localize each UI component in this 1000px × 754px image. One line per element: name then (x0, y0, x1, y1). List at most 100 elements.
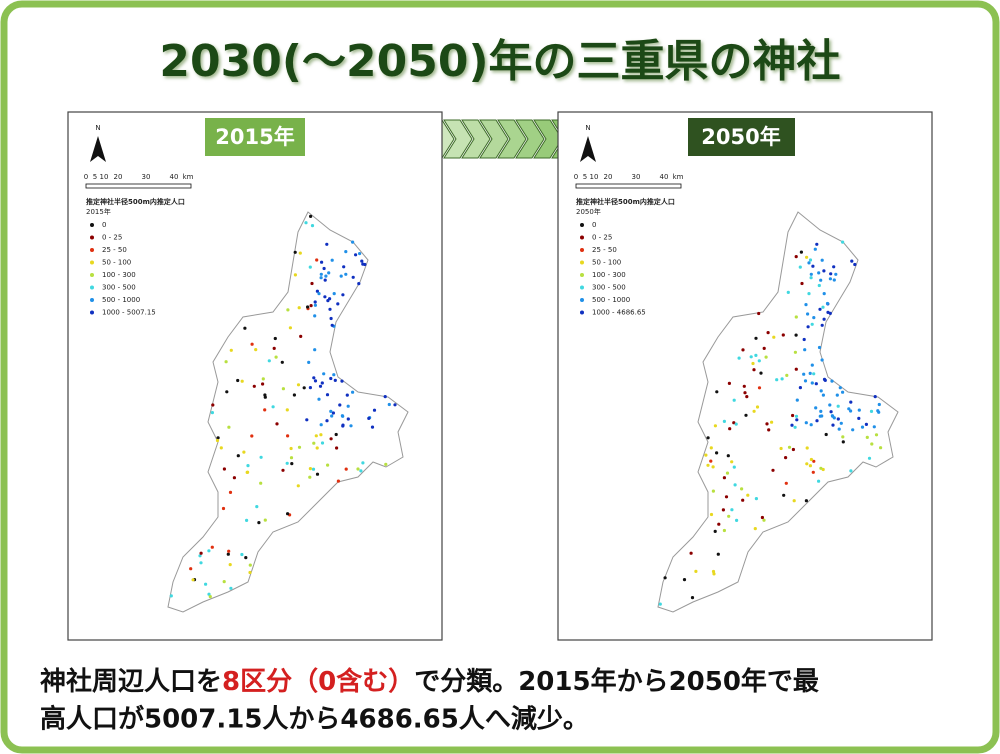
shrine-dot (298, 251, 302, 255)
shrine-dot (211, 403, 215, 407)
shrine-dot (208, 595, 212, 599)
shrine-dot (318, 384, 323, 388)
scale-label: 10 (100, 173, 109, 181)
legend-dot (90, 310, 94, 315)
shrine-dot (764, 355, 768, 359)
shrine-dot (817, 283, 821, 288)
shrine-dot (759, 371, 763, 375)
shrine-dot (803, 379, 808, 383)
shrine-dot (839, 421, 843, 425)
shrine-dot (332, 373, 336, 377)
shrine-dot (752, 368, 756, 372)
legend-label: 500 - 1000 (102, 296, 140, 304)
shrine-dot (221, 506, 226, 511)
shrine-dot (694, 569, 698, 573)
shrine-dot (331, 411, 335, 415)
shrine-dot (794, 333, 798, 337)
shrine-dot (810, 381, 814, 385)
shrine-dot (832, 265, 836, 269)
shrine-dot (737, 356, 741, 360)
shrine-dot (322, 372, 326, 376)
shrine-dot (329, 376, 333, 381)
shrine-dot (320, 260, 324, 264)
legend-label: 100 - 300 (102, 271, 136, 279)
shrine-dot (822, 377, 827, 381)
shrine-dot (722, 476, 726, 480)
shrine-dot (830, 414, 834, 418)
shrine-dot (232, 476, 236, 480)
shrine-dot (715, 390, 719, 394)
shrine-dot (259, 455, 263, 459)
shrine-dot (169, 594, 173, 598)
shrine-dot (812, 316, 816, 320)
shrine-dot (320, 381, 324, 385)
legend-label: 0 - 25 (592, 234, 612, 242)
shrine-dot (732, 398, 736, 402)
shrine-dot (387, 402, 391, 407)
shrine-dot (820, 258, 824, 262)
shrine-dot (210, 545, 214, 549)
shrine-dot (757, 311, 761, 316)
shrine-dot (198, 554, 202, 558)
shrine-dot (263, 518, 267, 522)
shrine-dot (658, 602, 662, 606)
shrine-dot (791, 413, 795, 418)
shrine-dot (767, 428, 771, 432)
shrine-dot (836, 404, 840, 408)
shrine-dot (755, 405, 760, 409)
shrine-dot (766, 331, 770, 335)
shrine-dot (808, 464, 812, 468)
shrine-dot (207, 592, 211, 596)
shrine-dot (785, 373, 789, 377)
shrine-dot (810, 322, 814, 326)
shrine-dot (281, 468, 285, 472)
shrine-dot (717, 522, 721, 526)
shrine-dot (800, 281, 804, 286)
shrine-dot (716, 552, 720, 556)
year-badge-label: 2050年 (701, 125, 780, 149)
shrine-dot (869, 409, 874, 413)
shrine-dot (746, 493, 750, 497)
shrine-dot (784, 481, 788, 485)
legend-year: 2050年 (576, 207, 601, 216)
chevron (497, 119, 527, 159)
shrine-dot (361, 461, 365, 465)
shrine-dot (765, 422, 769, 426)
shrine-dot (315, 289, 319, 293)
shrine-dot (752, 409, 756, 413)
shrine-dot (305, 418, 309, 422)
shrine-dot (818, 307, 822, 311)
shrine-dot (781, 333, 785, 337)
shrine-dot (275, 422, 279, 426)
shrine-dot (835, 393, 839, 397)
shrine-dot (340, 379, 344, 383)
shrine-dot (809, 272, 813, 276)
shrine-dot (754, 353, 758, 357)
shrine-dot (728, 427, 732, 431)
legend-label: 100 - 300 (592, 271, 626, 279)
shrine-dot (358, 252, 362, 256)
shrine-dot (849, 400, 853, 404)
shrine-dot (794, 315, 798, 319)
shrine-dot (319, 272, 323, 276)
legend-label: 0 (102, 221, 106, 229)
scale-bar (575, 183, 682, 189)
shrine-dot (272, 346, 276, 350)
shrine-dot (245, 518, 249, 522)
north-label: N (585, 124, 590, 132)
shrine-dot (725, 471, 730, 475)
shrine-dot (828, 277, 832, 281)
scale-label: km (673, 173, 684, 181)
shrine-dot (740, 487, 744, 491)
shrine-dot (215, 438, 220, 443)
shrine-dot (744, 413, 748, 417)
shrine-dot (189, 567, 193, 571)
shrine-dot (289, 456, 294, 460)
shrine-dot (345, 393, 349, 397)
shrine-dot (250, 342, 254, 346)
shrine-dot (841, 390, 845, 394)
legend-dot (90, 248, 94, 252)
year-badge (688, 118, 795, 156)
shrine-dot (822, 269, 826, 273)
